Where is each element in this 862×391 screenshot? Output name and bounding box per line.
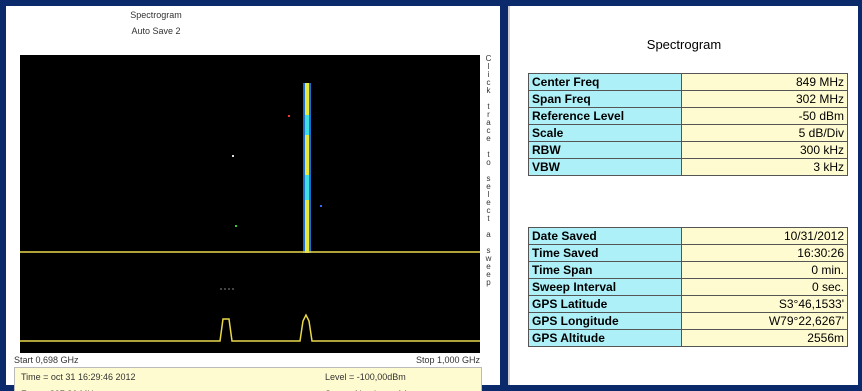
value-cell: 5 dB/Div	[682, 125, 848, 142]
value-cell: 16:30:26	[682, 245, 848, 262]
key-cell: Reference Level	[529, 108, 682, 125]
key-cell: Date Saved	[529, 228, 682, 245]
start-label: Start 0,698 GHz	[14, 355, 79, 365]
key-cell: Center Freq	[529, 74, 682, 91]
panel-title: Spectrogram	[510, 37, 858, 52]
key-cell: VBW	[529, 159, 682, 176]
value-cell: 2556m	[682, 330, 848, 347]
signal-core	[305, 83, 309, 253]
value-cell: 302 MHz	[682, 91, 848, 108]
value-cell: W79°22,6267'	[682, 313, 848, 330]
side-hint: Click trace to select a sweep	[484, 54, 493, 354]
noise-dot	[232, 155, 234, 157]
signal-core	[305, 115, 309, 135]
spectrogram-plot[interactable]	[20, 55, 480, 353]
key-cell: RBW	[529, 142, 682, 159]
key-cell: GPS Altitude	[529, 330, 682, 347]
noise-dot	[288, 115, 290, 117]
value-cell: S3°46,1533'	[682, 296, 848, 313]
key-cell: GPS Latitude	[529, 296, 682, 313]
value-cell: 0 sec.	[682, 279, 848, 296]
stop-label: Stop 1,000 GHz	[390, 355, 480, 365]
info-text: Level = -100,00dBm	[325, 372, 406, 382]
key-cell: Scale	[529, 125, 682, 142]
noise-dot	[320, 205, 322, 207]
plot-background	[20, 55, 480, 353]
key-cell: Time Span	[529, 262, 682, 279]
value-cell: 10/31/2012	[682, 228, 848, 245]
info-text: Time = oct 31 16:29:46 2012	[21, 372, 136, 382]
key-cell: Time Saved	[529, 245, 682, 262]
key-cell: GPS Longitude	[529, 313, 682, 330]
spectrogram-panel: Spectrogram Auto Save 2 Click trace to s…	[6, 6, 500, 385]
value-cell: 849 MHz	[682, 74, 848, 91]
signal-core	[305, 175, 309, 200]
panel-title: Spectrogram	[6, 10, 306, 20]
value-cell: 300 kHz	[682, 142, 848, 159]
value-cell: -50 dBm	[682, 108, 848, 125]
info-box: Time = oct 31 16:29:46 2012 Level = -100,…	[14, 367, 482, 391]
panel-subtitle: Auto Save 2	[6, 26, 306, 36]
value-cell: 3 kHz	[682, 159, 848, 176]
table-row: Reference Level-50 dBm	[529, 108, 848, 125]
key-cell: Span Freq	[529, 91, 682, 108]
noise-dot	[235, 225, 237, 227]
app-window: Spectrogram Auto Save 2 Click trace to s…	[0, 0, 862, 391]
value-cell: 0 min.	[682, 262, 848, 279]
key-cell: Sweep Interval	[529, 279, 682, 296]
